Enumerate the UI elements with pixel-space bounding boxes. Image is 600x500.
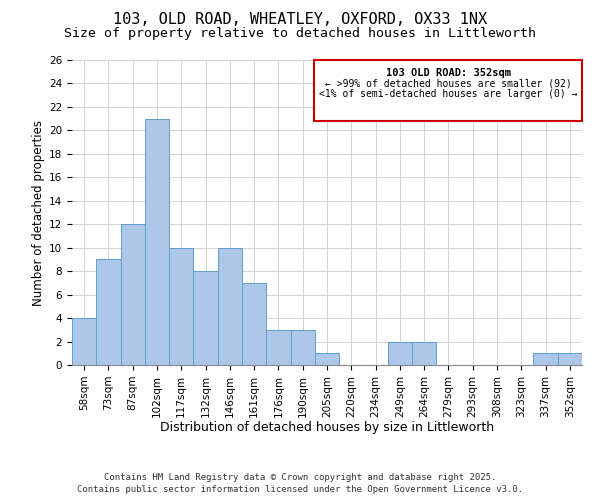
Bar — [290, 330, 315, 365]
Bar — [242, 283, 266, 365]
Text: Contains HM Land Registry data © Crown copyright and database right 2025.: Contains HM Land Registry data © Crown c… — [104, 473, 496, 482]
Text: 103, OLD ROAD, WHEATLEY, OXFORD, OX33 1NX: 103, OLD ROAD, WHEATLEY, OXFORD, OX33 1N… — [113, 12, 487, 28]
Bar — [193, 271, 218, 365]
Bar — [533, 354, 558, 365]
Bar — [145, 118, 169, 365]
Bar — [558, 354, 582, 365]
Bar — [169, 248, 193, 365]
Text: <1% of semi-detached houses are larger (0) →: <1% of semi-detached houses are larger (… — [319, 89, 578, 99]
Text: ← >99% of detached houses are smaller (92): ← >99% of detached houses are smaller (9… — [325, 78, 572, 88]
Bar — [388, 342, 412, 365]
Bar — [96, 260, 121, 365]
Bar — [72, 318, 96, 365]
Bar — [412, 342, 436, 365]
Text: Size of property relative to detached houses in Littleworth: Size of property relative to detached ho… — [64, 28, 536, 40]
X-axis label: Distribution of detached houses by size in Littleworth: Distribution of detached houses by size … — [160, 421, 494, 434]
FancyBboxPatch shape — [314, 60, 582, 121]
Text: Contains public sector information licensed under the Open Government Licence v3: Contains public sector information licen… — [77, 484, 523, 494]
Bar — [315, 354, 339, 365]
Bar — [121, 224, 145, 365]
Text: 103 OLD ROAD: 352sqm: 103 OLD ROAD: 352sqm — [386, 68, 511, 78]
Bar — [266, 330, 290, 365]
Bar — [218, 248, 242, 365]
Y-axis label: Number of detached properties: Number of detached properties — [32, 120, 45, 306]
